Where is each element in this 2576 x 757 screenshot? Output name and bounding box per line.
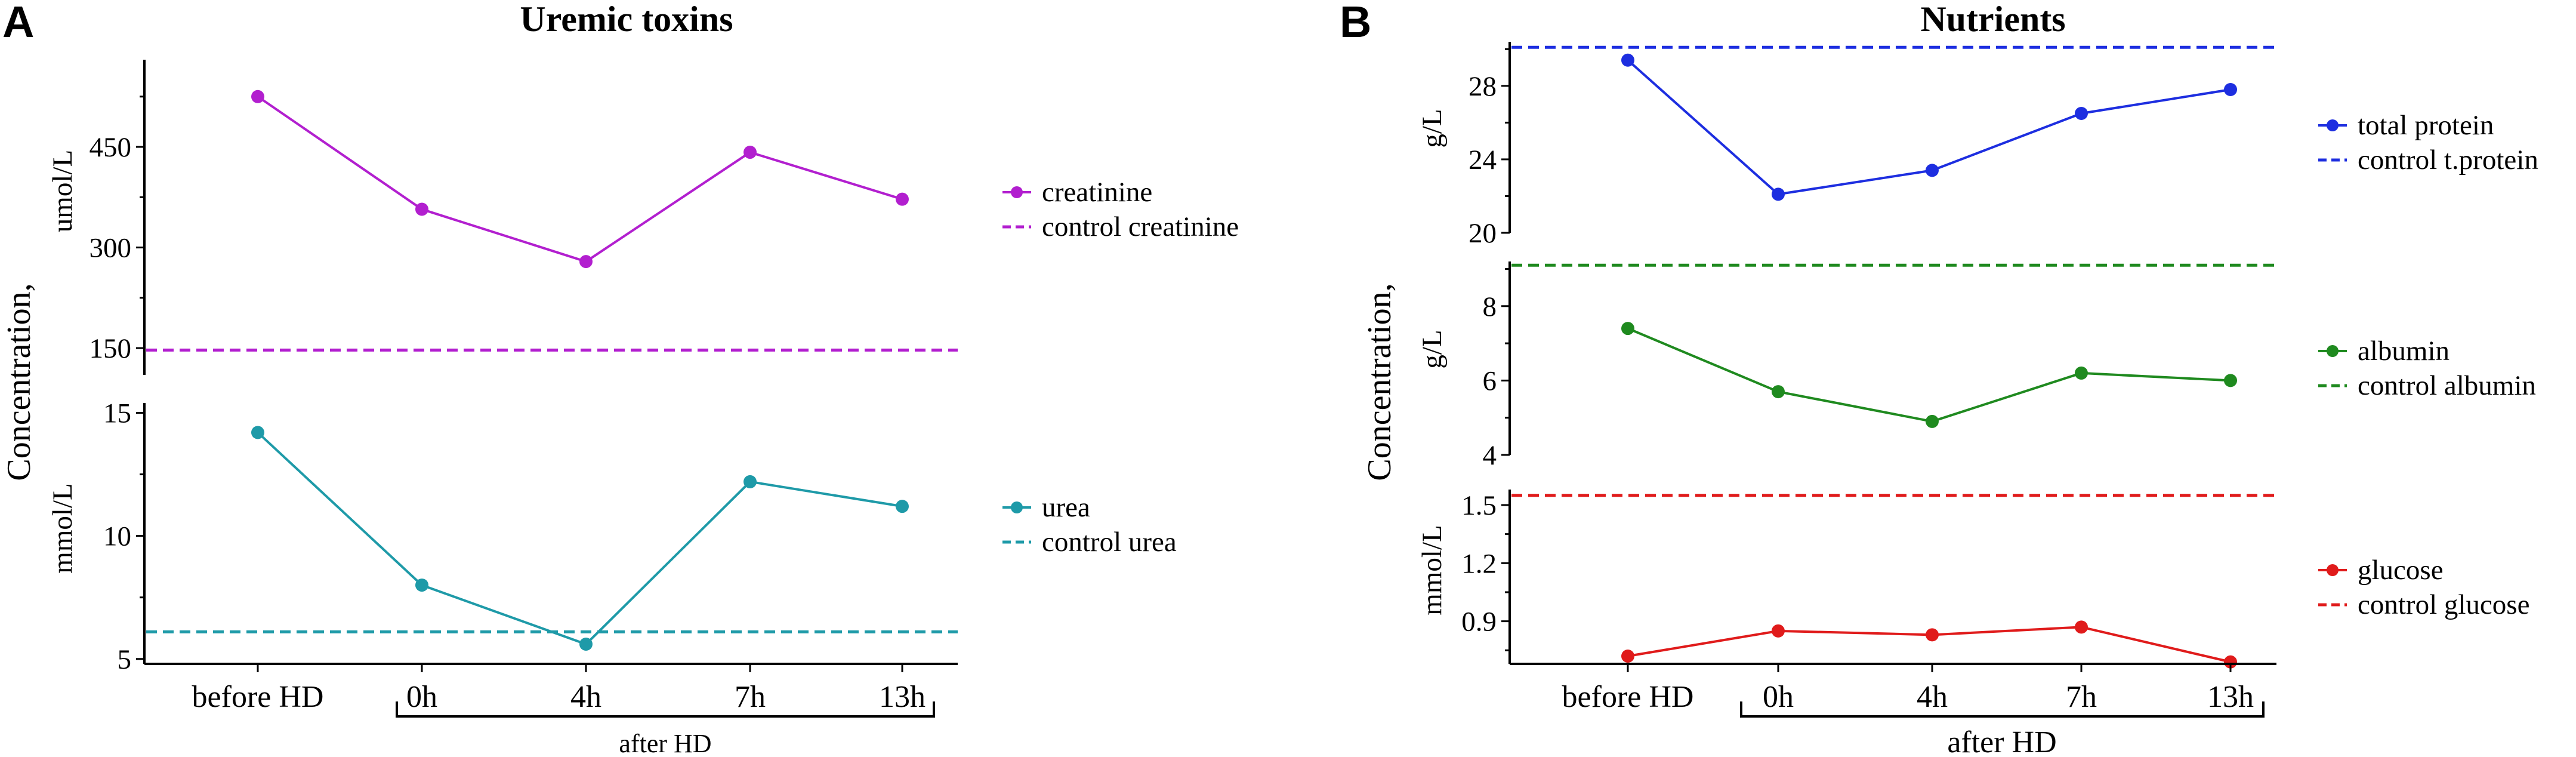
chart4-point-3	[2075, 620, 2088, 634]
chart2-point-4	[2224, 83, 2237, 96]
chart4-ytick-label-1: 1.2	[1461, 548, 1497, 579]
chart0-legend-series-label: creatinine	[1042, 177, 1152, 208]
chart4-xtick-label-0: before HD	[1562, 680, 1694, 714]
chart2-point-1	[1772, 187, 1785, 201]
chart0-ytick-label-1: 300	[90, 233, 132, 264]
chart2-point-0	[1621, 53, 1634, 67]
chart1-unit-label: mmol/L	[47, 483, 78, 573]
chart4-xtick-label-1: 0h	[1763, 680, 1794, 714]
chart0-legend-series-swatch-marker	[1011, 186, 1023, 198]
panel-a-title: Uremic toxins	[520, 0, 733, 39]
chart0-point-4	[896, 192, 909, 206]
chart2-legend-series-swatch-marker	[2327, 119, 2339, 131]
chart4-legend-series-swatch-marker	[2327, 564, 2339, 576]
chart1-point-0	[251, 426, 264, 439]
chart0-legend-control-label: control creatinine	[1042, 211, 1239, 242]
chart1-xtick-label-3: 7h	[735, 680, 766, 714]
panel-a-ylabel: Concentration,	[1, 283, 38, 481]
chart4-xtick-label-4: 13h	[2207, 680, 2254, 714]
chart1-xtick-label-0: before HD	[192, 680, 324, 714]
panel-b-title: Nutrients	[1920, 0, 2065, 39]
chart1-point-2	[579, 638, 593, 651]
chart1-xtick-label-1: 0h	[406, 680, 437, 714]
chart4-unit-label: mmol/L	[1417, 525, 1448, 615]
chart3-legend-series-swatch-marker	[2327, 345, 2339, 357]
chart2-ytick-label-2: 28	[1469, 71, 1497, 102]
chart2-point-2	[1926, 164, 1939, 177]
chart0-ytick-label-2: 450	[90, 132, 132, 163]
chart1-point-3	[744, 475, 757, 488]
chart3-point-2	[1926, 414, 1939, 428]
chart1-ytick-label-2: 15	[103, 398, 131, 429]
chart2-legend-control-label: control t.protein	[2358, 144, 2538, 176]
chart4-point-2	[1926, 628, 1939, 642]
panel-a-after-label: after HD	[619, 729, 711, 757]
chart3-point-4	[2224, 374, 2237, 387]
chart4-ytick-label-2: 1.5	[1461, 490, 1497, 521]
chart0-point-0	[251, 90, 264, 103]
chart0-ytick-label-0: 150	[90, 333, 132, 364]
chart1-xtick-label-2: 4h	[570, 680, 601, 714]
chart4-legend-control-label: control glucose	[2358, 589, 2529, 620]
chart3-series-line	[1627, 327, 2231, 423]
chart2-ytick-label-1: 24	[1469, 144, 1497, 176]
chart0-unit-label: umol/L	[47, 150, 78, 232]
chart3-point-0	[1621, 322, 1634, 336]
chart3-legend-control-label: control albumin	[2358, 370, 2536, 401]
chart2-point-3	[2075, 107, 2088, 120]
chart4-ytick-label-0: 0.9	[1461, 607, 1497, 638]
panel-a-after-bracket	[396, 701, 935, 718]
chart1-ytick-label-1: 10	[103, 521, 131, 552]
chart0-point-1	[415, 202, 428, 216]
panel-b-ylabel: Concentration,	[1361, 283, 1398, 481]
panel-b-letter: B	[1340, 0, 1371, 47]
chart1-legend-series-swatch-marker	[1011, 501, 1023, 513]
chart1-point-4	[896, 500, 909, 513]
chart3-point-1	[1772, 385, 1785, 399]
chart4-xtick-label-3: 7h	[2066, 680, 2097, 714]
chart1-ytick-label-0: 5	[118, 644, 132, 675]
chart4-xtick-label-2: 4h	[1917, 680, 1948, 714]
chart3-legend-series-label: albumin	[2358, 336, 2449, 367]
chart1-legend-series-label: urea	[1042, 492, 1090, 523]
chart4-legend-series-label: glucose	[2358, 555, 2444, 586]
chart2-legend-series-label: total protein	[2358, 110, 2494, 141]
chart4-point-4	[2224, 655, 2237, 669]
chart1-xtick-label-4: 13h	[879, 680, 925, 714]
chart2-unit-label: g/L	[1417, 109, 1448, 147]
chart0-series-line	[257, 96, 903, 263]
chart4-point-1	[1772, 624, 1785, 638]
panel-b-after-bracket	[1740, 701, 2265, 718]
chart4-point-0	[1621, 650, 1634, 663]
chart3-unit-label: g/L	[1417, 330, 1448, 368]
chart3-point-3	[2075, 366, 2088, 380]
chart1-series-line	[257, 432, 903, 646]
chart1-legend-control-label: control urea	[1042, 527, 1177, 558]
chart2-ytick-label-0: 20	[1469, 218, 1497, 249]
chart0-point-2	[579, 255, 593, 269]
panel-b-after-label: after HD	[1947, 725, 2056, 757]
chart3-ytick-label-1: 6	[1483, 365, 1497, 396]
panel-a-letter: A	[2, 0, 34, 47]
chart0-point-3	[744, 146, 757, 159]
chart3-ytick-label-2: 8	[1483, 291, 1497, 322]
chart3-ytick-label-0: 4	[1483, 440, 1497, 471]
chart1-point-1	[415, 578, 428, 592]
